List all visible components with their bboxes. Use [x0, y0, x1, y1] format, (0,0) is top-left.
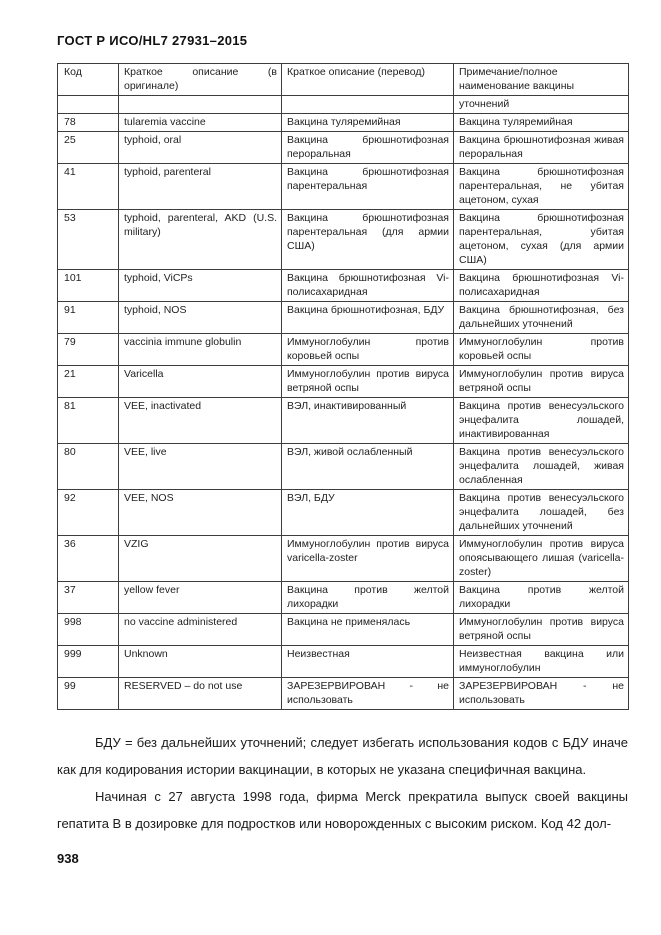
original-description-cell: typhoid, parenteral — [118, 163, 282, 210]
translated-description-cell: ВЭЛ, БДУ — [281, 489, 454, 536]
table-row: 91 typhoid, NOS Вакцина брюшнотифозная, БД… — [57, 301, 629, 334]
table-row: уточнений — [57, 95, 629, 114]
body-text-block: БДУ = без дальнейших уточнений; следует … — [57, 729, 628, 837]
column-header-note: Примечание/полное наименование вакцины — [453, 63, 629, 96]
table-row: 81 VEE, inactivated ВЭЛ, инактивированный В… — [57, 397, 629, 444]
original-description-cell: VEE, inactivated — [118, 397, 282, 444]
note-cell: Вакцина туляремийная — [453, 113, 629, 132]
translated-description-cell: ЗАРЕЗЕРВИРОВАН - не использовать — [281, 677, 454, 710]
note-cell: Иммуноглобулин против коровьей оспы — [453, 333, 629, 366]
code-cell: 79 — [57, 333, 119, 366]
note-cell: уточнений — [453, 95, 629, 114]
translated-description-cell: ВЭЛ, инактивированный — [281, 397, 454, 444]
note-cell: Вакцина брюшнотифозная парентеральная, у… — [453, 209, 629, 270]
table-row: 101 typhoid, ViCPs Вакцина брюшнотифозная … — [57, 269, 629, 302]
translated-description-cell: Вакцина брюшнотифозная Vi-полисахаридная — [281, 269, 454, 302]
code-cell: 92 — [57, 489, 119, 536]
merck-paragraph: Начиная с 27 августа 1998 года, фирма Me… — [57, 789, 628, 831]
translated-description-cell: Вакцина брюшнотифозная парентеральная — [281, 163, 454, 210]
table-row: 999 Unknown Неизвестная Неизвестная вакцина… — [57, 645, 629, 678]
note-cell: Иммуноглобулин против вируса ветряной ос… — [453, 365, 629, 398]
code-cell: 41 — [57, 163, 119, 210]
table-row: 78 tularemia vaccine Вакцина туляремийная В… — [57, 113, 629, 132]
note-cell: Вакцина брюшнотифозная, без дальнейших у… — [453, 301, 629, 334]
note-cell: Вакцина брюшнотифозная парентеральная, н… — [453, 163, 629, 210]
translated-description-cell: Иммуноглобулин против коровьей оспы — [281, 333, 454, 366]
note-cell: Вакцина против желтой лихорадки — [453, 581, 629, 614]
note-cell: Вакцина против венесуэльского энцефалита… — [453, 443, 629, 490]
code-cell: 101 — [57, 269, 119, 302]
code-cell: 998 — [57, 613, 119, 646]
translated-description-cell: ВЭЛ, живой ослабленный — [281, 443, 454, 490]
note-bdu-paragraph: БДУ = без дальнейших уточнений; следует … — [57, 735, 628, 777]
page-number: 938 — [57, 851, 79, 866]
note-cell: ЗАРЕЗЕРВИРОВАН - не использовать — [453, 677, 629, 710]
original-description-cell: typhoid, ViCPs — [118, 269, 282, 302]
translated-description-cell: Неизвестная — [281, 645, 454, 678]
table-row: 21 Varicella Иммуноглобулин против вируса … — [57, 365, 629, 398]
original-description-cell — [118, 95, 282, 114]
original-description-cell: RESERVED – do not use — [118, 677, 282, 710]
original-description-cell: VZIG — [118, 535, 282, 582]
original-description-cell: typhoid, NOS — [118, 301, 282, 334]
column-header-code: Код — [57, 63, 119, 96]
table-row: 37 yellow fever Вакцина против желтой лихо… — [57, 581, 629, 614]
original-description-cell: VEE, live — [118, 443, 282, 490]
original-description-cell: typhoid, oral — [118, 131, 282, 164]
code-cell: 91 — [57, 301, 119, 334]
code-cell: 37 — [57, 581, 119, 614]
translated-description-cell: Иммуноглобулин против вируса ветряной ос… — [281, 365, 454, 398]
original-description-cell: Unknown — [118, 645, 282, 678]
column-header-original: Краткое описание (в оригинале) — [118, 63, 282, 96]
original-description-cell: VEE, NOS — [118, 489, 282, 536]
translated-description-cell — [281, 95, 454, 114]
code-cell: 99 — [57, 677, 119, 710]
original-description-cell: typhoid, parenteral, AKD (U.S. military) — [118, 209, 282, 270]
translated-description-cell: Вакцина брюшнотифозная, БДУ — [281, 301, 454, 334]
original-description-cell: yellow fever — [118, 581, 282, 614]
note-cell: Вакцина брюшнотифозная живая пероральная — [453, 131, 629, 164]
vaccine-code-table: Код Краткое описание (в оригинале) Кратк… — [57, 63, 629, 710]
note-cell: Вакцина брюшнотифозная Vi-полисахаридная — [453, 269, 629, 302]
note-cell: Иммуноглобулин против вируса ветряной ос… — [453, 613, 629, 646]
table-row: 998 no vaccine administered Вакцина не при… — [57, 613, 629, 646]
translated-description-cell: Вакцина брюшнотифозная пероральная — [281, 131, 454, 164]
table-header-row: Код Краткое описание (в оригинале) Кратк… — [57, 63, 629, 96]
code-cell: 80 — [57, 443, 119, 490]
translated-description-cell: Вакцина не применялась — [281, 613, 454, 646]
original-description-cell: no vaccine administered — [118, 613, 282, 646]
code-cell: 25 — [57, 131, 119, 164]
translated-description-cell: Вакцина брюшнотифозная парентеральная (д… — [281, 209, 454, 270]
code-cell: 36 — [57, 535, 119, 582]
table-row: 79 vaccinia immune globulin Иммуноглобулин… — [57, 333, 629, 366]
code-cell: 81 — [57, 397, 119, 444]
table-row: 25 typhoid, oral Вакцина брюшнотифозная пе… — [57, 131, 629, 164]
code-cell: 21 — [57, 365, 119, 398]
table-row: 36 VZIG Иммуноглобулин против вируса varic… — [57, 535, 629, 582]
code-cell: 78 — [57, 113, 119, 132]
original-description-cell: vaccinia immune globulin — [118, 333, 282, 366]
original-description-cell: Varicella — [118, 365, 282, 398]
vaccine-table-body: уточнений 78 tularemia vaccine Вакцина туля… — [57, 95, 629, 710]
translated-description-cell: Иммуноглобулин против вируса varicella-z… — [281, 535, 454, 582]
code-cell: 999 — [57, 645, 119, 678]
table-row: 92 VEE, NOS ВЭЛ, БДУ Вакцина против венесуэ… — [57, 489, 629, 536]
table-row: 53 typhoid, parenteral, AKD (U.S. militar… — [57, 209, 629, 270]
code-cell: 53 — [57, 209, 119, 270]
translated-description-cell: Вакцина туляремийная — [281, 113, 454, 132]
note-cell: Неизвестная вакцина или иммуноглобулин — [453, 645, 629, 678]
original-description-cell: tularemia vaccine — [118, 113, 282, 132]
table-row: 99 RESERVED – do not use ЗАРЕЗЕРВИРОВАН - … — [57, 677, 629, 710]
table-row: 80 VEE, live ВЭЛ, живой ослабленный Вакцина… — [57, 443, 629, 490]
note-cell: Вакцина против венесуэльского энцефалита… — [453, 489, 629, 536]
table-row: 41 typhoid, parenteral Вакцина брюшнотифоз… — [57, 163, 629, 210]
document-title: ГОСТ Р ИСО/HL7 27931–2015 — [57, 33, 248, 48]
code-cell — [57, 95, 119, 114]
note-cell: Вакцина против венесуэльского энцефалита… — [453, 397, 629, 444]
column-header-translation: Краткое описание (перевод) — [281, 63, 454, 96]
note-cell: Иммуноглобулин против вируса опоясывающе… — [453, 535, 629, 582]
translated-description-cell: Вакцина против желтой лихорадки — [281, 581, 454, 614]
